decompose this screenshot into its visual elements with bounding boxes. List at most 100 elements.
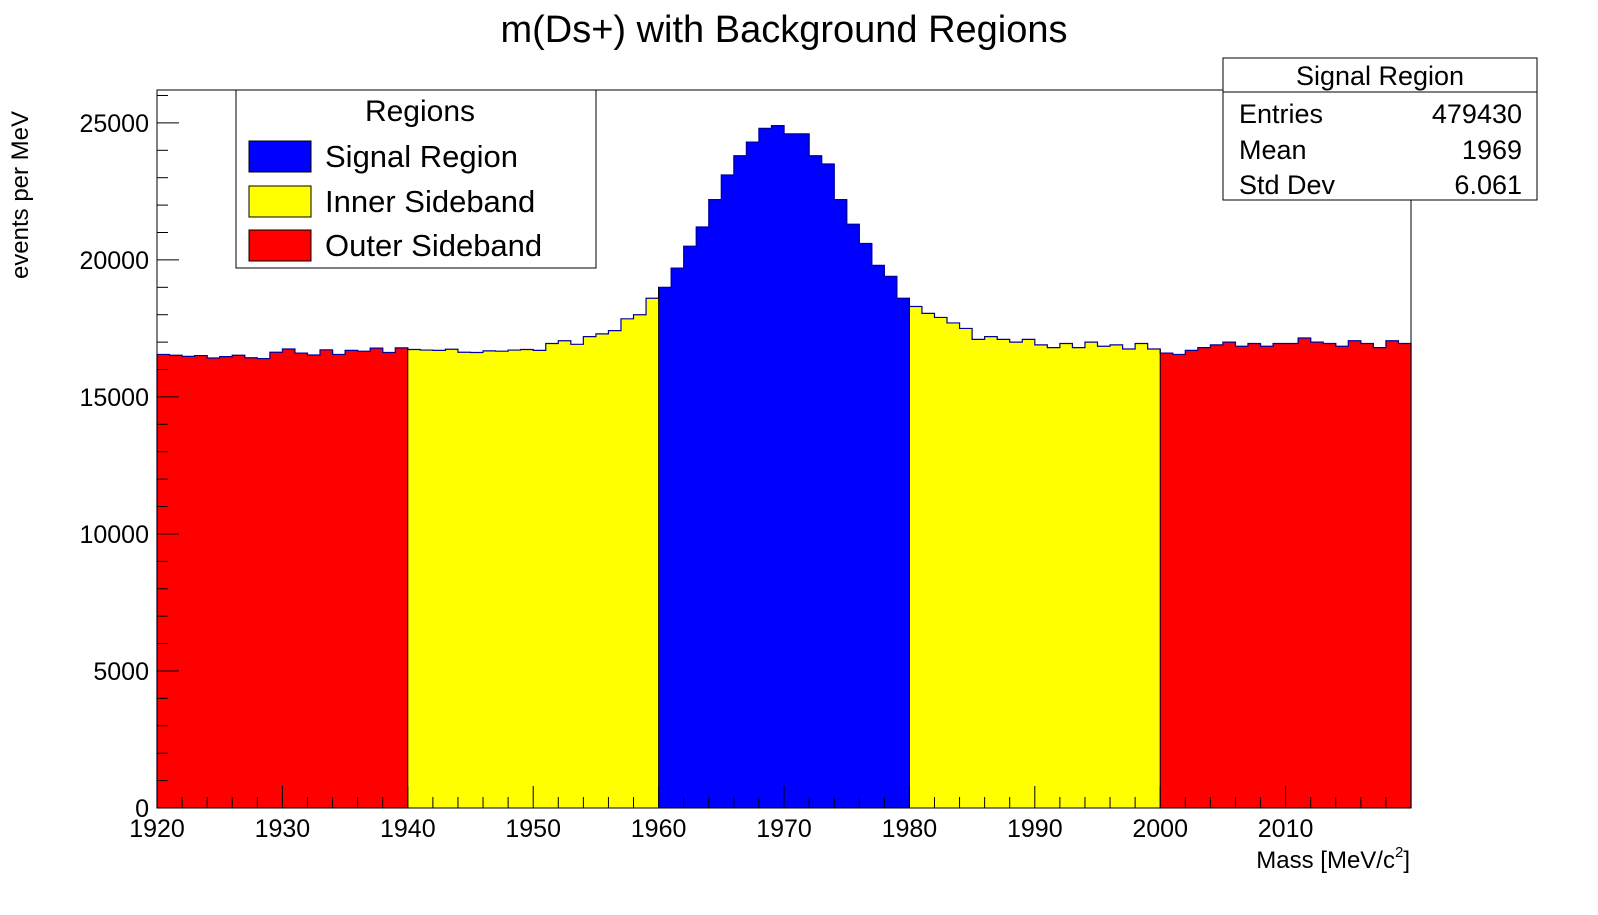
histogram-bin bbox=[834, 199, 848, 809]
histogram-bin bbox=[921, 313, 936, 808]
histogram-bin bbox=[1398, 343, 1412, 808]
histogram-bin bbox=[219, 356, 233, 808]
stats-value-stddev: 6.061 bbox=[1454, 170, 1522, 200]
stats-value-entries: 479430 bbox=[1432, 99, 1522, 129]
y-tick-label: 10000 bbox=[79, 521, 149, 549]
histogram-bin bbox=[345, 350, 359, 808]
legend-label-signal: Signal Region bbox=[325, 139, 518, 174]
histogram-bin bbox=[809, 155, 823, 808]
histogram-bin bbox=[633, 314, 647, 808]
histogram-bin bbox=[721, 174, 735, 808]
histogram-bin bbox=[445, 349, 459, 808]
histogram-bin bbox=[1247, 343, 1262, 808]
histogram-bin bbox=[896, 298, 910, 808]
legend-title: Regions bbox=[365, 95, 475, 128]
histogram-bin bbox=[232, 355, 246, 808]
histogram-bin bbox=[294, 353, 309, 808]
histogram-bin bbox=[1097, 346, 1111, 808]
histogram-bin bbox=[583, 336, 597, 808]
y-tick-label: 15000 bbox=[79, 384, 149, 412]
legend-swatch-inner bbox=[248, 185, 312, 218]
histogram-bin bbox=[207, 358, 221, 808]
histogram-bin bbox=[545, 343, 559, 808]
histogram-bin bbox=[997, 339, 1011, 808]
histogram-bin bbox=[495, 351, 509, 808]
legend-swatch-signal bbox=[248, 140, 312, 173]
histogram-bin bbox=[508, 350, 522, 808]
x-tick-label: 1920 bbox=[129, 815, 185, 843]
histogram-bin bbox=[483, 350, 497, 808]
histogram-bin bbox=[1310, 342, 1324, 808]
histogram-outline bbox=[156, 125, 1412, 808]
histogram-bin bbox=[282, 348, 296, 808]
histogram-bin bbox=[1335, 346, 1349, 808]
histogram-bin bbox=[696, 227, 710, 809]
histogram-bin bbox=[934, 317, 948, 808]
histogram-bin bbox=[332, 354, 346, 808]
histogram-bin bbox=[1235, 346, 1249, 808]
histogram-bin bbox=[646, 298, 660, 808]
x-axis-label: Mass [MeV/c2] bbox=[1256, 844, 1410, 874]
histogram-bin bbox=[1072, 347, 1086, 808]
stats-title: Signal Region bbox=[1296, 61, 1464, 91]
histogram-bin bbox=[796, 133, 810, 808]
y-tick-label: 0 bbox=[135, 795, 149, 823]
histogram-bin bbox=[357, 351, 371, 808]
histogram-bin bbox=[608, 330, 622, 808]
histogram-bin bbox=[758, 128, 773, 809]
histogram-bin bbox=[746, 142, 760, 808]
x-tick-label: 1960 bbox=[631, 815, 687, 843]
histogram-bin bbox=[457, 352, 472, 808]
histogram-bin bbox=[884, 276, 898, 808]
stats-frame bbox=[1222, 57, 1538, 201]
x-tick-label: 1930 bbox=[255, 815, 311, 843]
histogram-bin bbox=[470, 352, 484, 808]
histogram-bin bbox=[1185, 350, 1199, 808]
legend-swatch-outer bbox=[248, 229, 312, 262]
stats-label-mean: Mean bbox=[1239, 135, 1307, 165]
x-tick-label: 1940 bbox=[380, 815, 436, 843]
histogram-bin bbox=[846, 224, 860, 808]
legend-label-outer: Outer Sideband bbox=[325, 228, 542, 263]
histogram-bin bbox=[1360, 343, 1374, 808]
y-axis-label: events per MeV bbox=[7, 111, 34, 279]
histogram-bin bbox=[320, 349, 334, 808]
y-tick-label: 5000 bbox=[93, 658, 149, 686]
histogram-bin bbox=[947, 322, 961, 808]
histogram-bin bbox=[1197, 347, 1211, 808]
histogram-bin bbox=[1298, 338, 1312, 808]
histogram-bin bbox=[708, 199, 722, 809]
histogram-bin bbox=[1059, 343, 1074, 808]
chart-title: m(Ds+) with Background Regions bbox=[500, 9, 1067, 51]
histogram-bin bbox=[420, 350, 434, 808]
y-tick-label: 25000 bbox=[79, 110, 149, 138]
histogram-bin bbox=[169, 355, 183, 808]
stats-label-entries: Entries bbox=[1239, 99, 1323, 129]
x-tick-label: 2010 bbox=[1258, 815, 1314, 843]
histogram-bin bbox=[1285, 343, 1299, 808]
stats-label-stddev: Std Dev bbox=[1239, 170, 1336, 200]
histogram-bin bbox=[570, 344, 584, 808]
histogram-bin bbox=[658, 287, 672, 808]
histogram-bin bbox=[1160, 353, 1174, 808]
histogram-bin bbox=[1373, 347, 1387, 808]
histogram-bin bbox=[771, 125, 785, 808]
histogram-bin bbox=[307, 355, 321, 808]
histogram-bin bbox=[683, 246, 697, 808]
x-tick-label: 1950 bbox=[505, 815, 561, 843]
stats-box: Signal Region Entries 479430 Mean 1969 S… bbox=[1222, 57, 1538, 201]
histogram-bin bbox=[1110, 344, 1124, 808]
histogram-bin bbox=[1034, 344, 1048, 808]
histogram-step-line bbox=[156, 125, 1412, 808]
histogram-bin bbox=[959, 328, 973, 808]
histogram-bin bbox=[984, 336, 998, 808]
histogram-bin bbox=[1210, 344, 1224, 808]
histogram-bin bbox=[1147, 348, 1161, 808]
x-tick-label: 1980 bbox=[882, 815, 938, 843]
histogram-bin bbox=[784, 133, 798, 808]
histogram-bin bbox=[533, 350, 547, 808]
histogram-bin bbox=[244, 357, 258, 808]
histogram-bin bbox=[395, 347, 409, 808]
histogram-bin bbox=[972, 339, 986, 808]
